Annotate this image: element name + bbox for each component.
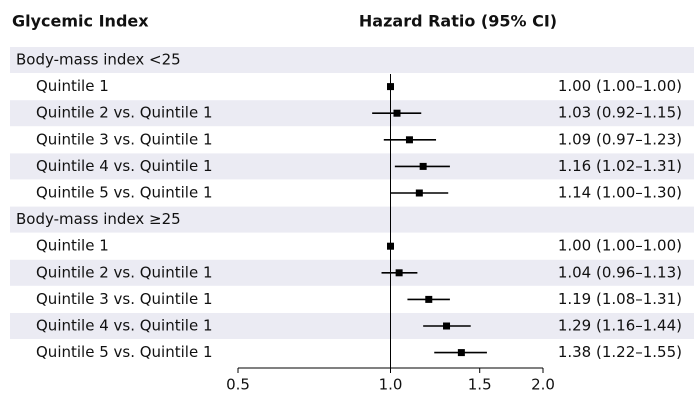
group-label: Body-mass index ≥25 [16, 210, 181, 228]
axis-title: Hazard Ratio (95% CI) [359, 12, 557, 31]
row-label: Quintile 2 vs. Quintile 1 [36, 263, 212, 281]
point-estimate [443, 322, 451, 330]
value-label: 1.14 (1.00–1.30) [558, 184, 682, 202]
point-estimate [405, 136, 413, 144]
row-label: Quintile 2 vs. Quintile 1 [36, 104, 212, 122]
group-row-shade [10, 47, 694, 73]
value-label: 1.00 (1.00–1.00) [558, 77, 682, 95]
rows: Body-mass index <25 Quintile 1 1.00 (1.00–… [16, 51, 682, 362]
x-tick-label: 2.0 [531, 376, 555, 394]
point-estimate [457, 349, 465, 357]
group-row-shade [10, 206, 694, 233]
row-shade [10, 100, 694, 127]
value-label: 1.38 (1.22–1.55) [558, 343, 682, 361]
row-shade [10, 259, 694, 286]
point-estimate [395, 269, 403, 277]
point-estimate [415, 189, 423, 197]
group-label: Body-mass index <25 [16, 51, 181, 69]
row-label: Quintile 1 [36, 77, 109, 95]
row-label: Quintile 5 vs. Quintile 1 [36, 184, 212, 202]
row-backgrounds [10, 47, 694, 339]
row-label: Quintile 4 vs. Quintile 1 [36, 157, 212, 175]
value-label: 1.09 (0.97–1.23) [558, 130, 682, 148]
value-label: 1.00 (1.00–1.00) [558, 237, 682, 255]
value-label: 1.16 (1.02–1.31) [558, 157, 682, 175]
row-label: Quintile 5 vs. Quintile 1 [36, 343, 212, 361]
row-label: Quintile 3 vs. Quintile 1 [36, 130, 212, 148]
value-label: 1.03 (0.92–1.15) [558, 104, 682, 122]
chart-title: Glycemic Index [12, 12, 149, 31]
value-label: 1.29 (1.16–1.44) [558, 317, 682, 335]
value-label: 1.19 (1.08–1.31) [558, 290, 682, 308]
row-label: Quintile 1 [36, 237, 109, 255]
point-estimate [425, 295, 433, 303]
row-shade [10, 313, 694, 339]
row-shade [10, 153, 694, 180]
x-tick-label: 0.5 [226, 376, 250, 394]
x-tick-label: 1.0 [379, 376, 403, 394]
x-tick-label: 1.5 [468, 376, 492, 394]
point-estimate [393, 109, 401, 117]
row-label: Quintile 3 vs. Quintile 1 [36, 290, 212, 308]
point-estimate [419, 162, 427, 170]
value-label: 1.04 (0.96–1.13) [558, 263, 682, 281]
row-label: Quintile 4 vs. Quintile 1 [36, 317, 212, 335]
